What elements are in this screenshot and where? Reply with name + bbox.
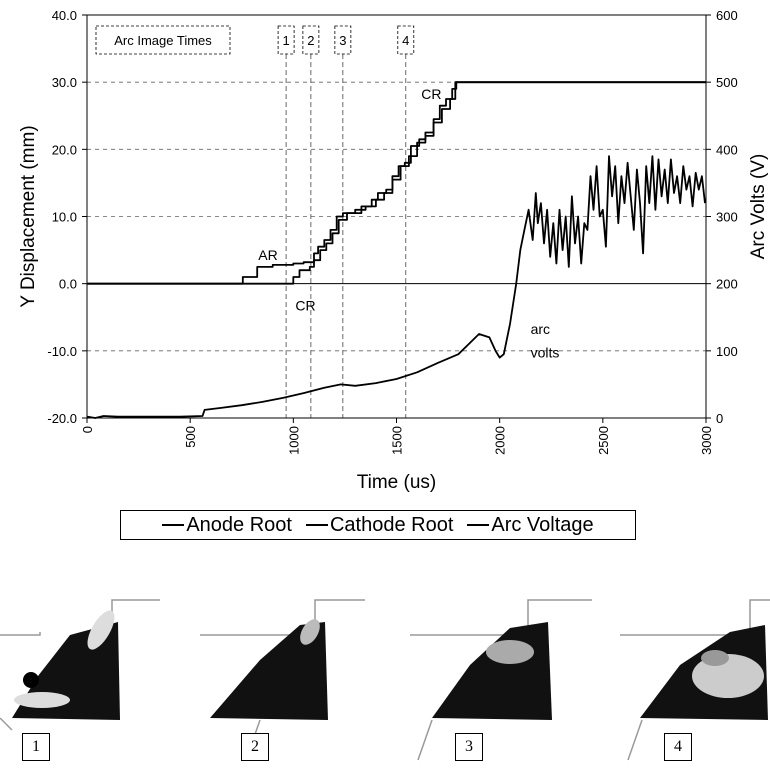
legend-line-icon [467,524,490,526]
image-time-marker-label: 4 [402,33,409,48]
image-times-label: Arc Image Times [114,33,212,48]
arc-spot [14,692,70,708]
y-right-tick-label: 200 [716,277,738,292]
electrode-outline [527,599,592,630]
y-right-tick-label: 400 [716,142,738,157]
arc-image-panels [0,599,770,761]
image-time-marker-box [334,25,352,55]
legend-label: Cathode Root [329,513,454,536]
legend-line-icon [305,524,328,526]
arc-chamber-shape [432,622,552,720]
x-axis-label: Time (us) [357,472,437,493]
arc-image-label: 4 [664,733,692,761]
legend-item-anode-root: Anode Root [162,514,292,537]
y-right-tick-label: 600 [716,8,738,23]
y-left-tick-label: -20.0 [47,411,77,426]
chart-annotation: volts [531,345,560,361]
arc-spot [87,610,115,650]
y-left-tick-label: -10.0 [47,344,77,359]
x-tick-label: 3000 [699,426,714,455]
series-line-cathode-root [87,81,706,285]
y-right-axis-label: Arc Volts (V) [748,154,769,260]
chart-annotation: AR [258,247,277,263]
annotations: CR AR CR arc volts [258,86,559,361]
arc-chamber-shape [210,622,328,720]
arc-image-2 [200,599,365,761]
y-left-tick-label: 0.0 [59,277,77,292]
electrode-outline [627,719,643,761]
arc-image-4 [620,599,770,761]
x-tick-label: 2500 [596,426,611,455]
y-right-tick-label: 300 [716,210,738,225]
image-time-marker-box [397,25,415,55]
chart-annotation: CR [295,298,315,314]
y-left-tick-label: 30.0 [52,75,77,90]
arc-image-3 [410,599,592,761]
x-tick-label: 2000 [493,426,508,455]
image-time-marker-box [302,25,320,55]
electrode-outline [111,599,160,630]
image-time-markers: Arc Image Times 1 2 3 4 [95,25,415,418]
x-tick-label: 0 [80,426,95,433]
arc-image-label: 1 [22,733,50,761]
arc-spot [300,619,320,645]
y-right-tick-label: 500 [716,75,738,90]
legend-item-arc-voltage: Arc Voltage [467,513,594,537]
y-left-tick-label: 20.0 [52,142,77,157]
arc-spot [23,672,39,688]
electrode-outline [0,717,13,731]
y-right-tick-label: 100 [716,344,738,359]
chart-area: Arc Image Times 1 2 3 4 -20.0 -10.0 0.0 10.0 20.… [18,8,769,493]
y-left-axis-label: Y Displacement (mm) [18,125,39,307]
grid-lines [87,81,706,352]
x-tick-label: 500 [183,426,198,448]
image-time-marker-label: 3 [339,33,346,48]
legend-label: Arc Voltage [491,513,594,536]
image-times-box [95,25,231,55]
arc-spot [486,640,534,664]
legend-label: Anode Root [186,513,292,536]
electrode-outline [749,599,770,630]
y-left-tick-label: 40.0 [52,8,77,23]
chart-annotation: arc [531,321,550,337]
plot-frame [86,14,707,419]
legend-line-icon [162,524,185,526]
y-left-tick-label: 10.0 [52,210,77,225]
series-lines [86,81,706,419]
x-tick-label: 1500 [390,426,405,455]
electrode-outline [417,719,433,761]
y-right-tick-label: 0 [716,411,723,426]
arc-image-label: 2 [241,733,269,761]
x-tick-label: 1000 [286,426,301,455]
image-time-marker-label: 2 [307,33,314,48]
chart-legend: Anode Root Cathode Root Arc Voltage [120,510,636,540]
series-line-arc-voltage [86,155,706,419]
axes: -20.0 -10.0 0.0 10.0 20.0 30.0 40.0 0 100 200 300 4… [18,8,769,493]
arc-spot [701,650,729,666]
arc-image-label: 3 [455,733,483,761]
electrode-outline [0,632,41,636]
legend-item-cathode-root: Cathode Root [305,513,454,537]
image-time-marker-label: 1 [282,33,289,48]
image-time-marker-box [277,25,295,55]
chart-annotation: CR [421,86,441,102]
arc-image-1 [0,599,160,731]
